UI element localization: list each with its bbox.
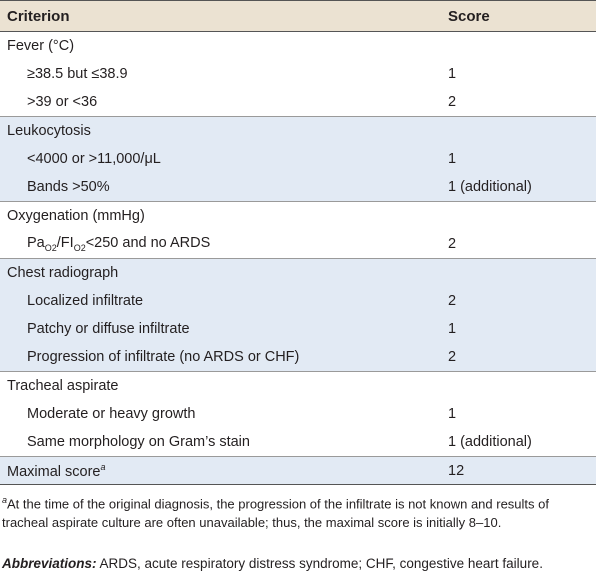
section-title: Tracheal aspirate bbox=[7, 378, 119, 394]
score: 1 (additional) bbox=[448, 434, 532, 450]
criterion-row: PaO2/FIO2<250 and no ARDS 2 bbox=[0, 230, 596, 258]
section: Oxygenation (mmHg) PaO2/FIO2<250 and no A… bbox=[0, 202, 596, 259]
criterion-part: <250 and no ARDS bbox=[85, 235, 211, 251]
criterion-row: <4000 or >11,000/μL 1 bbox=[0, 145, 596, 173]
criterion-part: Pa bbox=[27, 235, 45, 251]
total-label: Maximal scorea bbox=[0, 462, 448, 480]
section-title-row: Oxygenation (mmHg) bbox=[0, 202, 596, 230]
section-title: Fever (°C) bbox=[7, 38, 75, 54]
section: Chest radiograph Localized infiltrate 2 Pat… bbox=[0, 259, 596, 372]
footnote-text: At the time of the original diagnosis, t… bbox=[2, 496, 549, 531]
header-cell: Criterion bbox=[7, 7, 70, 25]
criterion: ≥38.5 but ≤38.9 bbox=[27, 66, 128, 82]
section-title-row: Tracheal aspirate bbox=[0, 372, 596, 400]
criterion: Moderate or heavy growth bbox=[27, 406, 196, 422]
section-title-row: Fever (°C) bbox=[0, 32, 596, 60]
criterion-row: ≥38.5 but ≤38.9 1 bbox=[0, 60, 596, 88]
criterion-part: O2 bbox=[73, 243, 86, 253]
criterion-row: Moderate or heavy growth 1 bbox=[0, 400, 596, 428]
criterion: Progression of infiltrate (no ARDS or CH… bbox=[27, 349, 300, 365]
total-label-text: Maximal score bbox=[7, 463, 101, 480]
section-title: Leukocytosis bbox=[7, 123, 91, 139]
criterion: PaO2/FIO2<250 and no ARDS bbox=[0, 235, 448, 253]
criterion-part: O2 bbox=[44, 243, 57, 253]
score: 2 bbox=[448, 349, 457, 365]
score: 2 bbox=[448, 94, 457, 110]
header-cell: Score bbox=[448, 7, 490, 25]
criterion-row: Progression of infiltrate (no ARDS or CH… bbox=[0, 343, 596, 371]
score: 1 bbox=[448, 321, 457, 337]
section-title: Oxygenation (mmHg) bbox=[7, 208, 145, 224]
score: 1 bbox=[448, 66, 457, 82]
criterion-row: >39 or <36 2 bbox=[0, 88, 596, 116]
criterion: Same morphology on Gram’s stain bbox=[27, 434, 250, 450]
score: 1 bbox=[448, 406, 457, 422]
criterion-row: Localized infiltrate 2 bbox=[0, 287, 596, 315]
footnote-mark: a bbox=[2, 495, 8, 505]
section: Fever (°C) ≥38.5 but ≤38.9 1 >39 or <36 2 bbox=[0, 32, 596, 117]
total-row: Maximal scorea 12 bbox=[0, 457, 596, 485]
table: Criterion Score Fever (°C) ≥38.5 but ≤38.… bbox=[0, 0, 596, 485]
section-title-row: Leukocytosis bbox=[0, 117, 596, 145]
total-mark: a bbox=[100, 461, 106, 472]
criterion: <4000 or >11,000/μL bbox=[27, 151, 161, 167]
criterion: Patchy or diffuse infiltrate bbox=[27, 321, 190, 337]
abbreviations-text: ARDS, acute respiratory distress syndrom… bbox=[96, 556, 543, 571]
score: 1 (additional) bbox=[448, 179, 532, 195]
score: 2 bbox=[448, 293, 457, 309]
criterion-row: Bands >50% 1 (additional) bbox=[0, 173, 596, 201]
section-title-row: Chest radiograph bbox=[0, 259, 596, 287]
criterion: Localized infiltrate bbox=[27, 293, 144, 309]
criterion-row: Patchy or diffuse infiltrate 1 bbox=[0, 315, 596, 343]
table-body: Fever (°C) ≥38.5 but ≤38.9 1 >39 or <36 2 Leu… bbox=[0, 32, 596, 485]
section: Leukocytosis <4000 or >11,000/μL 1 Bands >5… bbox=[0, 117, 596, 202]
score: 1 bbox=[448, 151, 457, 167]
total-score: 12 bbox=[448, 462, 465, 479]
criterion-part: /FI bbox=[56, 235, 74, 251]
criterion: Bands >50% bbox=[27, 179, 110, 195]
abbreviations-label: Abbreviations: bbox=[2, 556, 97, 571]
abbreviations: Abbreviations: ARDS, acute respiratory d… bbox=[2, 556, 543, 571]
criterion: >39 or <36 bbox=[27, 94, 98, 110]
criterion-row: Same morphology on Gram’s stain 1 (additi… bbox=[0, 428, 596, 456]
score: 2 bbox=[448, 236, 457, 252]
header-row: Criterion Score bbox=[0, 0, 596, 32]
section-title: Chest radiograph bbox=[7, 265, 119, 281]
footnote: aAt the time of the original diagnosis, … bbox=[0, 485, 596, 532]
section: Tracheal aspirate Moderate or heavy growt… bbox=[0, 372, 596, 457]
